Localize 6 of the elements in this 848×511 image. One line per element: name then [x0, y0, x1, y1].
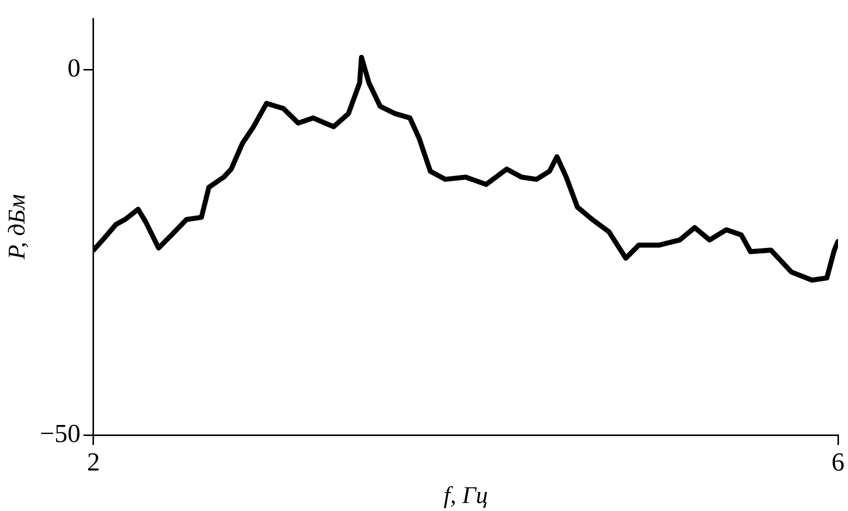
y-axis-title: P, дБм — [4, 194, 31, 260]
x-tick-label: 6 — [832, 447, 844, 476]
x-axis-title: f, Гц — [444, 482, 488, 509]
y-tick-label: −50 — [40, 418, 80, 448]
y-tick-label: 0 — [67, 54, 80, 83]
x-tick-label: 2 — [86, 447, 100, 476]
